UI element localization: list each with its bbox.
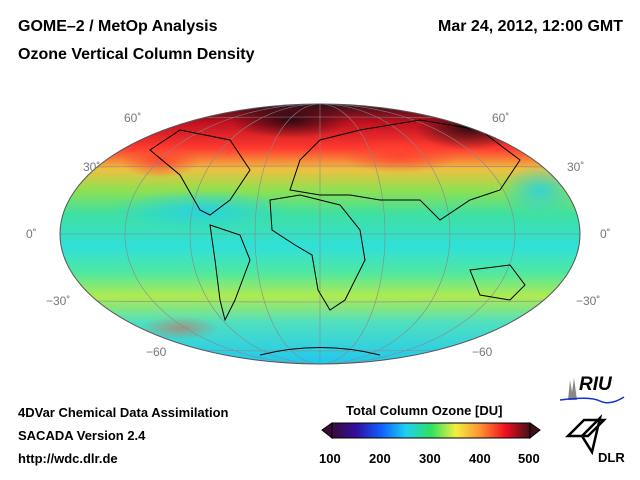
lat-label-right-m30: −30˚	[576, 294, 601, 308]
figure-title: GOME–2 / MetOp Analysis	[18, 18, 218, 35]
lat-label-left-60: 60˚	[124, 111, 142, 125]
lat-label-right-0: 0˚	[600, 227, 611, 241]
footer-line-1: 4DVar Chemical Data Assimilation	[18, 405, 229, 420]
footer-url: http://wdc.dlr.de	[18, 451, 118, 466]
lat-label-right-60: 60˚	[492, 111, 510, 125]
colorbar-title: Total Column Ozone [DU]	[346, 403, 503, 418]
colorbar-tick-300: 300	[419, 451, 441, 466]
figure-subtitle: Ozone Vertical Column Density	[18, 46, 255, 63]
lat-label-left-30: 30˚	[83, 160, 101, 174]
lat-label-left-0: 0˚	[26, 227, 37, 241]
footer-line-2: SACADA Version 2.4	[18, 428, 146, 443]
lat-label-left-m60: −60	[146, 345, 167, 359]
lat-label-right-m60: −60	[472, 345, 493, 359]
colorbar-tick-500: 500	[518, 451, 540, 466]
colorbar-tick-200: 200	[369, 451, 391, 466]
colorbar-tick-100: 100	[319, 451, 341, 466]
lat-label-left-m30: −30˚	[46, 294, 71, 308]
lat-label-right-30: 30˚	[567, 160, 585, 174]
date-time: Mar 24, 2012, 12:00 GMT	[438, 18, 623, 35]
riu-logo-text: RIU	[579, 374, 612, 395]
colorbar-tick-400: 400	[469, 451, 491, 466]
map-border	[59, 103, 581, 365]
coastlines	[149, 119, 526, 356]
dlr-logo-text: DLR	[598, 450, 625, 465]
